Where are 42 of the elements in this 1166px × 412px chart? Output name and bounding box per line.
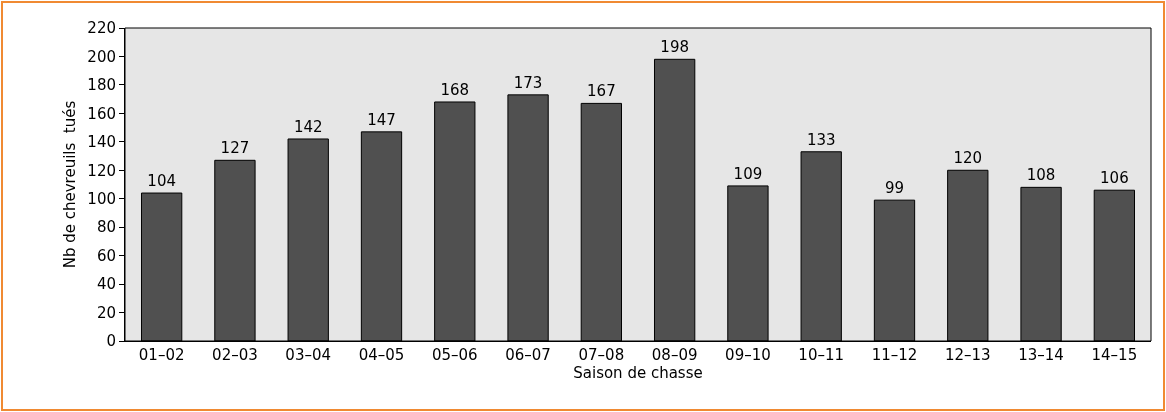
x-tick-label: 12–13	[944, 346, 991, 364]
y-tick-label: 20	[96, 303, 116, 322]
data-label: 108	[1026, 166, 1056, 185]
x-axis-title: Saison de chasse	[573, 364, 703, 382]
x-tick-label: 11–12	[871, 346, 918, 364]
y-tick-label: 40	[96, 275, 116, 294]
x-tick-label: 01–02	[138, 346, 185, 364]
data-label: 109	[733, 164, 763, 183]
x-tick-label: 09–10	[725, 346, 771, 364]
data-label: 127	[220, 139, 250, 158]
y-tick-label: 80	[96, 218, 116, 237]
data-label: 198	[660, 38, 689, 57]
y-tick-label: 120	[87, 161, 116, 180]
x-tick-label: 13–14	[1018, 346, 1064, 364]
x-tick-label: 06–07	[505, 346, 551, 364]
x-tick-label: 02–03	[212, 346, 258, 364]
data-label: 133	[806, 130, 836, 149]
x-tick-label: 14–15	[1091, 346, 1138, 364]
x-tick-label: 10–11	[798, 346, 845, 364]
x-tick-label: 03–04	[285, 346, 332, 364]
y-tick-label: 140	[87, 133, 116, 152]
y-tick-label: 100	[87, 189, 116, 208]
data-label: 104	[147, 172, 176, 191]
data-label: 167	[587, 82, 616, 101]
x-tick-label: 07–08	[578, 346, 625, 364]
x-tick-label: 05–06	[431, 346, 478, 364]
data-label: 142	[293, 117, 323, 136]
y-axis-title: Nb de chevreuils tués	[60, 100, 79, 269]
data-label: 120	[953, 149, 983, 168]
y-tick-label: 0	[106, 332, 116, 351]
x-tick-label: 04–05	[358, 346, 405, 364]
data-label: 99	[884, 179, 905, 198]
data-label: 168	[440, 80, 470, 99]
y-tick-label: 180	[87, 76, 116, 95]
data-label: 106	[1100, 169, 1129, 188]
y-tick-label: 160	[87, 104, 116, 123]
data-label: 147	[367, 110, 396, 129]
data-label: 173	[513, 73, 543, 92]
y-tick-label: 220	[87, 19, 116, 38]
x-tick-label: 08–09	[651, 346, 698, 364]
y-tick-label: 60	[96, 246, 116, 265]
y-tick-label: 200	[87, 47, 116, 66]
